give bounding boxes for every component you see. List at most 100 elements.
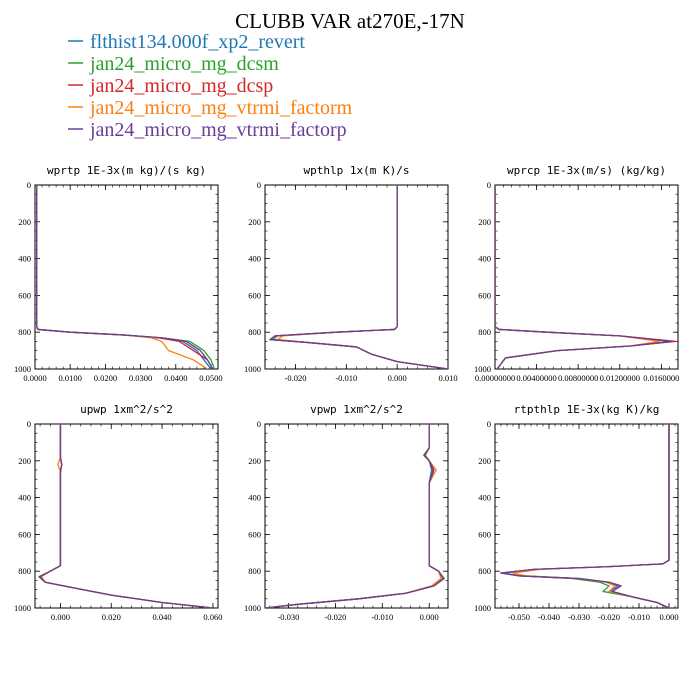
y-tick-label: 400 — [478, 254, 491, 264]
series-line — [265, 424, 442, 608]
series-line — [265, 424, 444, 608]
legend-item: flthist134.000f_xp2_revert — [68, 31, 305, 53]
series-line — [500, 424, 670, 608]
y-tick-label: 200 — [478, 217, 491, 227]
y-tick-label: 600 — [478, 529, 491, 539]
series-line — [39, 424, 213, 608]
series-line — [36, 185, 216, 369]
x-tick-label: -0.030 — [277, 612, 299, 622]
series-line — [495, 185, 660, 369]
y-tick-label: 600 — [478, 290, 491, 300]
y-tick-label: 1000 — [14, 364, 31, 374]
x-tick-label: 0.0200 — [94, 373, 117, 383]
x-tick-label: 0.0000 — [23, 373, 46, 383]
plot-frame — [264, 423, 449, 609]
y-tick-label: 400 — [18, 493, 31, 503]
x-tick-label: 0.01200000 — [600, 373, 640, 383]
legend-label: flthist134.000f_xp2_revert — [90, 31, 305, 53]
x-tick-label: -0.020 — [324, 612, 346, 622]
series-line — [265, 424, 444, 608]
x-tick-label: -0.020 — [285, 373, 307, 383]
x-tick-label: 0.0500 — [199, 373, 222, 383]
series-line — [265, 424, 445, 608]
x-tick-label: 0.060 — [203, 612, 222, 622]
panel-title: rtpthlp 1E-3x(kg K)/kg — [514, 403, 660, 416]
x-tick-label: 0.000 — [388, 373, 407, 383]
y-tick-label: 200 — [248, 456, 261, 466]
y-tick-label: 800 — [18, 327, 31, 337]
panel-title: upwp 1xm^2/s^2 — [80, 403, 173, 416]
y-tick-label: 800 — [478, 327, 491, 337]
y-tick-label: 600 — [18, 529, 31, 539]
legend-label: jan24_micro_mg_dcsm — [89, 53, 279, 75]
x-tick-label: 0.010 — [438, 373, 457, 383]
y-tick-label: 1000 — [474, 364, 491, 374]
series-line — [495, 185, 677, 369]
x-tick-label: 0.000 — [51, 612, 70, 622]
panel-title: wprcp 1E-3x(m/s) (kg/kg) — [507, 164, 666, 177]
x-tick-label: 0.020 — [102, 612, 121, 622]
plot-frame — [34, 423, 219, 609]
series-line — [495, 185, 675, 369]
series-line — [495, 185, 673, 369]
series-line — [39, 424, 213, 608]
y-tick-label: 1000 — [474, 603, 491, 613]
y-tick-label: 0 — [487, 180, 491, 190]
chart-panel: upwp 1xm^2/s^2 0 200 400 600 800 1000 0.000 0.02… — [14, 403, 222, 622]
x-tick-label: 0.0160000 — [643, 373, 679, 383]
legend-item: jan24_micro_mg_dcsm — [68, 53, 279, 75]
x-tick-label: 0.00800000 — [558, 373, 598, 383]
y-tick-label: 0 — [27, 419, 31, 429]
y-tick-label: 800 — [18, 566, 31, 576]
figure-title: CLUBB VAR at270E,-17N — [235, 9, 465, 33]
x-tick-label: 0.040 — [153, 612, 172, 622]
x-tick-label: 0.00000000 — [475, 373, 515, 383]
series-line — [40, 424, 213, 608]
x-tick-label: 0.000 — [659, 612, 678, 622]
chart-panel: wprtp 1E-3x(m kg)/(s kg) 0 200 400 600 800 100… — [14, 164, 223, 383]
y-tick-label: 600 — [248, 290, 261, 300]
x-tick-label: 0.0300 — [129, 373, 152, 383]
series-group — [495, 185, 677, 369]
y-tick-label: 400 — [248, 254, 261, 264]
plot-frame — [494, 184, 679, 370]
panels: wprtp 1E-3x(m kg)/(s kg) 0 200 400 600 800 100… — [14, 164, 679, 622]
series-line — [38, 424, 213, 608]
x-tick-label: 0.0100 — [59, 373, 82, 383]
legend-label: jan24_micro_mg_dcsp — [89, 75, 273, 97]
chart-panel: vpwp 1xm^2/s^2 0 200 400 600 800 1000 -0.030 -0.… — [244, 403, 449, 622]
legend-item: jan24_micro_mg_vtrmi_factorp — [68, 119, 347, 141]
series-group — [36, 185, 216, 369]
x-tick-label: 0.0400 — [164, 373, 187, 383]
series-group — [269, 185, 448, 369]
series-line — [39, 424, 213, 608]
legend: flthist134.000f_xp2_revert jan24_micro_m… — [68, 31, 353, 141]
y-tick-label: 800 — [248, 327, 261, 337]
x-tick-label: 0.00400000 — [516, 373, 556, 383]
y-tick-label: 0 — [27, 180, 31, 190]
y-tick-label: 1000 — [14, 603, 31, 613]
series-line — [36, 185, 214, 369]
legend-label: jan24_micro_mg_vtrmi_factorm — [89, 97, 353, 119]
x-tick-label: 0.000 — [420, 612, 439, 622]
y-tick-label: 200 — [18, 217, 31, 227]
y-tick-label: 200 — [18, 456, 31, 466]
y-tick-label: 1000 — [244, 364, 261, 374]
y-tick-label: 800 — [478, 566, 491, 576]
y-tick-label: 1000 — [244, 603, 261, 613]
y-tick-label: 400 — [18, 254, 31, 264]
y-tick-label: 800 — [248, 566, 261, 576]
x-tick-label: -0.030 — [568, 612, 590, 622]
y-tick-label: 0 — [257, 419, 261, 429]
y-tick-label: 600 — [18, 290, 31, 300]
series-line — [495, 185, 671, 369]
series-line — [265, 424, 444, 608]
legend-item: jan24_micro_mg_vtrmi_factorm — [68, 97, 353, 119]
x-tick-label: -0.050 — [508, 612, 530, 622]
series-group — [500, 424, 670, 608]
series-group — [265, 424, 445, 608]
y-tick-label: 400 — [248, 493, 261, 503]
legend-label: jan24_micro_mg_vtrmi_factorp — [89, 119, 347, 141]
chart-panel: wprcp 1E-3x(m/s) (kg/kg) 0 200 400 600 800 100… — [474, 164, 679, 383]
